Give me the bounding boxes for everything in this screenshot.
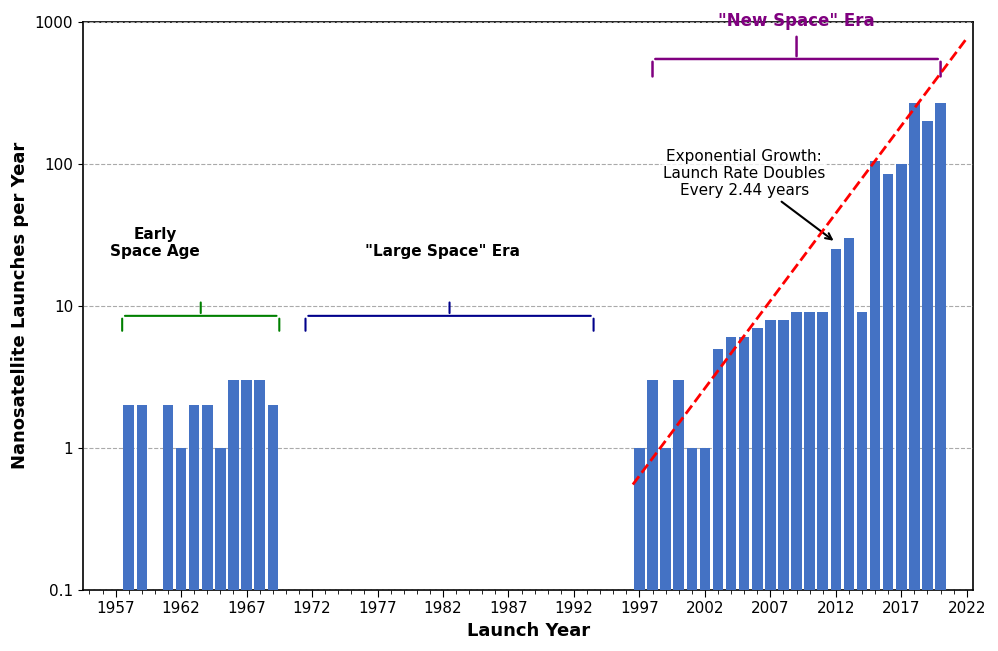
Bar xyxy=(935,103,946,651)
X-axis label: Launch Year: Launch Year xyxy=(466,622,590,640)
Bar xyxy=(804,312,815,651)
Bar xyxy=(896,164,906,651)
Bar xyxy=(922,121,933,651)
Bar xyxy=(176,448,187,651)
Bar xyxy=(242,380,251,651)
Bar xyxy=(634,448,645,651)
Y-axis label: Nanosatellite Launches per Year: Nanosatellite Launches per Year xyxy=(11,142,29,469)
Bar xyxy=(267,405,278,651)
Bar xyxy=(189,405,200,651)
Bar xyxy=(674,380,684,651)
Bar xyxy=(163,405,174,651)
Text: "New Space" Era: "New Space" Era xyxy=(719,12,875,30)
Bar xyxy=(778,320,788,651)
Bar xyxy=(765,320,775,651)
Bar xyxy=(857,312,867,651)
Text: Early
Space Age: Early Space Age xyxy=(110,227,200,259)
Bar xyxy=(843,238,854,651)
Bar xyxy=(124,405,134,651)
Text: Exponential Growth:
Launch Rate Doubles
Every 2.44 years: Exponential Growth: Launch Rate Doubles … xyxy=(663,148,831,240)
Bar xyxy=(909,103,919,651)
Bar xyxy=(687,448,697,651)
Bar xyxy=(254,380,264,651)
Bar xyxy=(137,405,147,651)
Bar xyxy=(870,161,880,651)
Bar xyxy=(883,174,893,651)
Bar xyxy=(648,380,658,651)
Bar xyxy=(713,348,724,651)
Bar xyxy=(202,405,213,651)
Bar xyxy=(216,448,226,651)
Bar xyxy=(830,249,841,651)
Bar xyxy=(229,380,239,651)
Bar xyxy=(791,312,801,651)
Text: "Large Space" Era: "Large Space" Era xyxy=(365,244,521,259)
Bar xyxy=(661,448,671,651)
Bar xyxy=(817,312,828,651)
Bar xyxy=(739,337,749,651)
Bar xyxy=(700,448,711,651)
Bar xyxy=(726,337,737,651)
Bar xyxy=(752,328,762,651)
